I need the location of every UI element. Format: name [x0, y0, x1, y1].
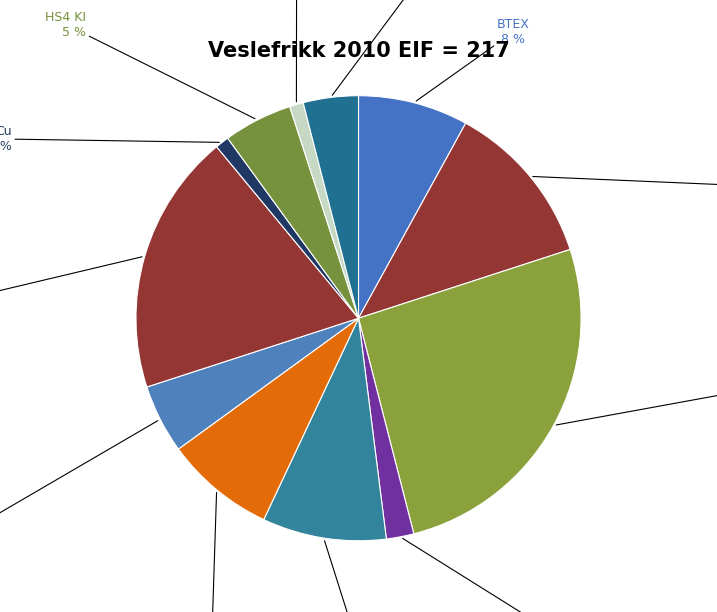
- Text: SI 3 KI
1 %: SI 3 KI 1 %: [277, 0, 316, 102]
- Text: 2-3 ring PAH
26 %: 2-3 ring PAH 26 %: [556, 360, 717, 425]
- Wedge shape: [358, 318, 414, 539]
- Text: HS4 KI
5 %: HS4 KI 5 %: [45, 10, 255, 119]
- Wedge shape: [179, 318, 358, 520]
- Wedge shape: [147, 318, 358, 449]
- Wedge shape: [358, 95, 466, 318]
- Text: Phenol C6-C9
5 %: Phenol C6-C9 5 %: [0, 420, 158, 555]
- Title: Veslefrikk 2010 EIF = 217: Veslefrikk 2010 EIF = 217: [208, 41, 509, 61]
- Text: Cu
1 %: Cu 1 %: [0, 125, 219, 153]
- Wedge shape: [264, 318, 386, 541]
- Text: Phenol C0-C3
9 %: Phenol C0-C3 9 %: [325, 540, 416, 612]
- Wedge shape: [228, 106, 358, 318]
- Text: Naphthalenes
12 %: Naphthalenes 12 %: [533, 174, 717, 203]
- Text: 4-ring+ PAH
2 %: 4-ring+ PAH 2 %: [402, 539, 645, 612]
- Text: Alifater
19 %: Alifater 19 %: [0, 257, 142, 326]
- Wedge shape: [136, 147, 358, 387]
- Text: BTEX
8 %: BTEX 8 %: [416, 18, 529, 101]
- Wedge shape: [358, 123, 570, 318]
- Text: Phenol C4-C5
8 %: Phenol C4-C5 8 %: [168, 493, 252, 612]
- Wedge shape: [290, 103, 358, 318]
- Wedge shape: [358, 250, 581, 534]
- Text: HS4 KII
4 %: HS4 KII 4 %: [332, 0, 480, 95]
- Wedge shape: [303, 95, 358, 318]
- Wedge shape: [217, 138, 358, 318]
